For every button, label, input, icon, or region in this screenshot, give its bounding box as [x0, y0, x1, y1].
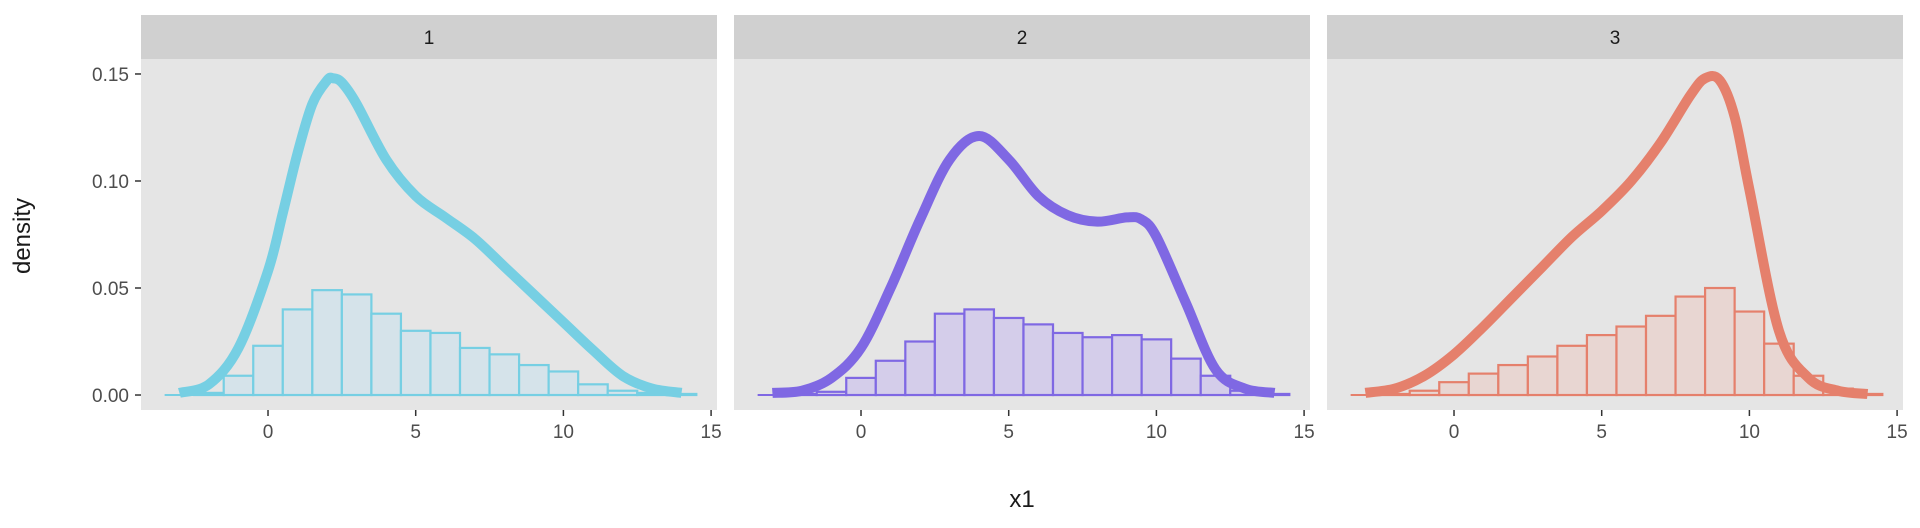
histogram-bar [933, 312, 966, 397]
histogram-bar [815, 390, 848, 397]
histogram-bar [311, 289, 343, 397]
histogram-bar [606, 389, 639, 397]
histogram-bar [963, 308, 996, 397]
x-tick-label: 15 [1887, 422, 1908, 443]
density-curve [1364, 71, 1869, 399]
facet-strip [734, 15, 1310, 59]
facet-strip-label: 3 [1610, 28, 1621, 49]
x-tick-label: 5 [1003, 422, 1014, 443]
histogram-bar [1733, 310, 1766, 397]
y-tick-label: 0.05 [92, 279, 129, 300]
facet-strip [141, 15, 717, 59]
histogram-bar [1644, 314, 1677, 397]
x-tick-label: 10 [1146, 422, 1167, 443]
y-axis-title: density [9, 198, 36, 274]
histogram-bar [1140, 338, 1173, 397]
histogram-bar [1051, 331, 1084, 397]
histogram-bar [547, 370, 580, 397]
x-tick-label: 0 [856, 422, 867, 443]
histogram-bar [1170, 357, 1202, 397]
histogram-bar [1674, 295, 1707, 397]
histogram-bar [1526, 355, 1559, 397]
x-tick-label: 15 [701, 422, 722, 443]
histogram-bar [252, 344, 284, 397]
histogram-bar [1408, 389, 1441, 397]
histogram-bar [517, 363, 550, 397]
histogram-bar [1497, 363, 1529, 397]
histogram-bars [786, 308, 1291, 397]
facet-panel-1: 10 5 10 15 [141, 15, 722, 443]
histogram-bar [488, 353, 521, 397]
y-tick-label: 0.00 [92, 386, 129, 407]
x-tick-label: 0 [1449, 422, 1460, 443]
histogram-bar [222, 374, 255, 397]
x-tick-label: 5 [1596, 422, 1607, 443]
facet-panel-3: 3 0 5 10 15 [1327, 15, 1908, 443]
density-curve [178, 72, 683, 398]
histogram-bar [904, 340, 936, 397]
histogram-bar [1556, 344, 1589, 397]
histogram-bar [429, 331, 462, 397]
histogram-bar [1438, 381, 1470, 397]
facet-strip [1327, 15, 1903, 59]
histogram-bar [1467, 372, 1500, 397]
x-axis: 0 5 10 15 [263, 410, 722, 443]
histogram-bar [1585, 333, 1618, 397]
facet-strip-label: 1 [424, 28, 435, 49]
facet-strip-label: 2 [1017, 28, 1028, 49]
y-tick-label: 0.10 [92, 172, 129, 193]
histogram-bar [874, 359, 907, 397]
histogram-bar [1703, 286, 1736, 397]
histogram-bar [577, 383, 609, 397]
x-tick-label: 0 [263, 422, 274, 443]
x-tick-label: 5 [410, 422, 421, 443]
histogram-bar [370, 312, 403, 397]
histogram-bar [1081, 336, 1114, 397]
x-tick-label: 10 [553, 422, 574, 443]
x-axis-title: x1 [1009, 486, 1034, 513]
y-tick-label: 0.15 [92, 65, 129, 86]
y-axis: 0.00 0.05 0.10 0.15 [92, 65, 141, 407]
density-curve [772, 131, 1276, 398]
x-tick-label: 15 [1294, 422, 1315, 443]
histogram-bar [458, 346, 491, 397]
histogram-bar [992, 316, 1025, 397]
facet-panel-2: 2 0 5 10 15 [734, 15, 1315, 443]
histogram-bar [399, 329, 432, 397]
x-axis: 0 5 10 15 [1449, 410, 1908, 443]
histogram-bar [340, 293, 373, 397]
histogram-bars [193, 289, 698, 397]
histogram-bar [845, 376, 877, 397]
histogram-bar [1022, 323, 1055, 397]
x-tick-label: 10 [1739, 422, 1760, 443]
histogram-bar [1615, 325, 1648, 397]
x-axis: 0 5 10 15 [856, 410, 1315, 443]
histogram-bar [1110, 333, 1143, 397]
histogram-bar [281, 308, 314, 397]
